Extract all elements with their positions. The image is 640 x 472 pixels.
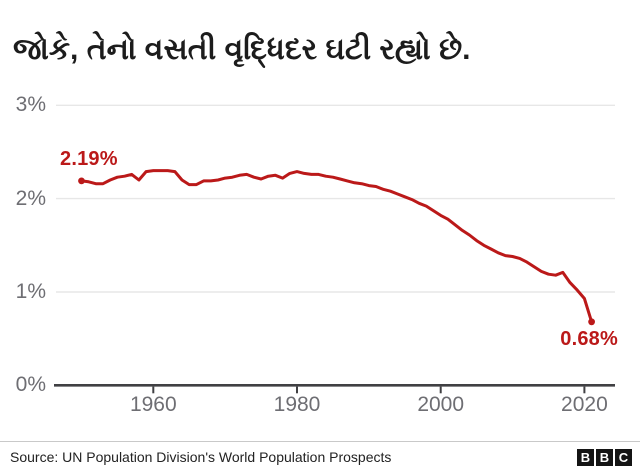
x-axis-label-1980: 1980 [273, 393, 321, 416]
source-text: Source: UN Population Division's World P… [10, 449, 392, 465]
end-value-label: 0.68% [560, 328, 618, 350]
x-axis-label-2000: 2000 [417, 393, 465, 416]
bbc-logo-box-3: C [615, 448, 632, 466]
footer: Source: UN Population Division's World P… [0, 441, 640, 472]
x-axis-label-2020: 2020 [561, 393, 608, 416]
x-axis-label-1960: 1960 [129, 393, 177, 416]
y-axis-label-3: 3% [15, 93, 46, 117]
y-axis-label-1: 1% [15, 279, 46, 303]
bbc-logo-box-2: B [596, 448, 613, 466]
y-axis-label-0: 0% [15, 373, 46, 397]
page-title: જોકે, તેનો વસતી વૃદ્ધિદર ઘટી રહ્યો છે. [13, 33, 471, 67]
y-axis-label-2: 2% [15, 186, 46, 210]
bbc-logo-box-1: B [577, 448, 594, 466]
start-value-label: 2.19% [60, 148, 118, 170]
